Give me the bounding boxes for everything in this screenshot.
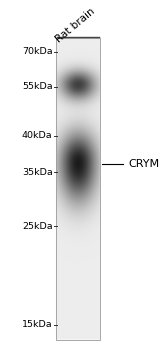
Text: 40kDa: 40kDa — [22, 131, 52, 140]
Text: CRYM: CRYM — [128, 159, 160, 168]
Text: Rat brain: Rat brain — [53, 6, 96, 44]
Text: 70kDa: 70kDa — [22, 48, 52, 56]
Text: 55kDa: 55kDa — [22, 82, 52, 91]
Text: 25kDa: 25kDa — [22, 222, 52, 231]
Text: 35kDa: 35kDa — [22, 168, 52, 177]
Text: 15kDa: 15kDa — [22, 320, 52, 329]
Bar — [56, 38, 100, 340]
